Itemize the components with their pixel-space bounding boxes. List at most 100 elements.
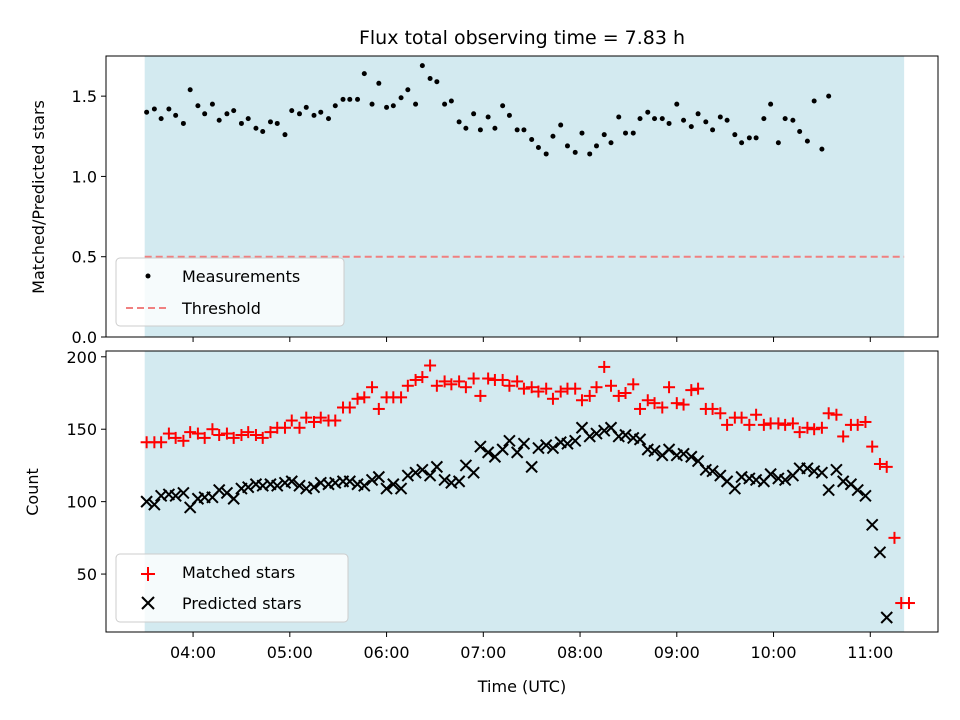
measurement-point	[666, 120, 672, 126]
matched-star-point	[685, 384, 698, 397]
matched-star-point	[721, 418, 734, 431]
matched-star-point	[822, 407, 835, 420]
measurement-point	[340, 96, 346, 102]
predicted-star-point	[569, 434, 582, 448]
measurement-point	[332, 103, 338, 109]
matched-star-point	[772, 417, 785, 430]
matched-star-point	[206, 423, 219, 436]
measurement-point	[521, 127, 527, 133]
matched-star-point	[532, 385, 545, 398]
legend-matched-marker	[141, 567, 155, 581]
matched-star-point	[692, 382, 705, 395]
matched-star-point	[575, 394, 588, 407]
measurement-point	[717, 114, 723, 120]
matched-star-point	[837, 430, 850, 443]
measurement-point	[746, 135, 752, 141]
xtick-label: 11:00	[847, 643, 893, 662]
measurement-point	[782, 116, 788, 122]
legend-matched-label: Matched stars	[182, 563, 295, 582]
xtick-label: 10:00	[750, 643, 796, 662]
predicted-star-point	[169, 489, 182, 503]
measurement-point	[166, 106, 172, 112]
matched-star-point	[235, 429, 248, 442]
matched-star-point	[395, 391, 408, 404]
measurement-point	[775, 140, 781, 146]
predicted-star-point	[372, 470, 386, 484]
matched-star-point	[859, 415, 872, 428]
matched-star-point	[177, 434, 190, 447]
matched-star-point	[401, 379, 414, 392]
predicted-star-point	[728, 482, 742, 495]
matched-star-point	[227, 431, 240, 444]
xtick-label: 07:00	[460, 643, 506, 662]
matched-star-point	[372, 402, 385, 415]
predicted-star-point	[430, 460, 444, 474]
matched-star-point	[677, 398, 690, 411]
matched-star-point	[706, 402, 719, 415]
predicted-star-point	[438, 473, 451, 487]
matched-star-point	[358, 391, 371, 404]
bottom-panel-frame	[105, 350, 939, 633]
matched-star-point	[598, 360, 611, 373]
matched-star-point	[467, 372, 480, 385]
top-panel-frame	[105, 55, 939, 338]
predicted-star-point	[836, 475, 850, 488]
matched-star-point	[409, 373, 422, 386]
matched-star-point	[293, 421, 306, 434]
measurement-point	[623, 130, 629, 136]
predicted-star-point	[583, 430, 596, 443]
matched-star-point	[343, 401, 356, 414]
measurement-point	[209, 101, 215, 107]
predicted-star-point	[619, 428, 632, 442]
predicted-star-point	[343, 475, 357, 488]
matched-star-point	[314, 411, 327, 424]
predicted-star-point	[394, 482, 408, 495]
measurement-point	[652, 116, 658, 122]
measurement-point	[804, 138, 810, 144]
measurement-point	[448, 98, 454, 104]
predicted-star-point	[242, 480, 255, 494]
predicted-star-point	[590, 427, 603, 440]
predicted-star-point	[496, 443, 509, 456]
matched-star-point	[416, 371, 429, 384]
matched-star-point	[648, 397, 661, 410]
predicted-star-point	[423, 469, 437, 482]
matched-star-point	[888, 531, 901, 544]
predicted-star-point	[416, 463, 429, 476]
predicted-star-point	[815, 466, 829, 479]
matched-star-point	[220, 427, 233, 440]
measurement-point	[572, 149, 578, 155]
matched-star-point	[496, 373, 509, 386]
measurement-point	[710, 127, 716, 133]
measurement-point	[260, 128, 266, 134]
measurement-point	[506, 112, 512, 118]
predicted-star-point	[532, 441, 545, 455]
measurement-point	[289, 108, 295, 114]
predicted-star-point	[517, 437, 531, 450]
measurement-point	[579, 130, 585, 136]
matched-star-point	[583, 389, 596, 402]
matched-star-point	[198, 431, 211, 444]
measurement-point	[413, 101, 419, 107]
legend-predicted-label: Predicted stars	[182, 594, 302, 613]
predicted-star-point	[227, 492, 240, 505]
predicted-star-point	[648, 444, 661, 458]
measurement-point	[463, 125, 469, 131]
predicted-star-point	[452, 475, 466, 488]
predicted-star-point	[801, 462, 814, 475]
top-ytick-label: 1.5	[72, 87, 97, 106]
measurement-point	[688, 124, 694, 130]
bottom-ytick-label: 50	[77, 565, 97, 584]
predicted-star-point	[365, 473, 379, 487]
predicted-star-point	[380, 482, 393, 495]
matched-star-point	[474, 389, 487, 402]
measurement-point	[535, 145, 541, 151]
measurement-point	[753, 135, 759, 141]
measurement-point	[739, 140, 745, 146]
predicted-star-point	[148, 498, 161, 511]
predicted-star-point	[866, 518, 879, 532]
measurement-point	[202, 111, 208, 117]
predicted-star-point	[561, 437, 574, 450]
measurement-point	[224, 111, 230, 117]
measurement-point	[173, 112, 179, 118]
